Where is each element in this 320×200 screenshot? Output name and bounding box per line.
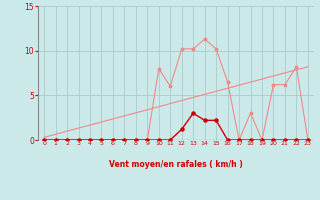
X-axis label: Vent moyen/en rafales ( km/h ): Vent moyen/en rafales ( km/h )	[109, 160, 243, 169]
